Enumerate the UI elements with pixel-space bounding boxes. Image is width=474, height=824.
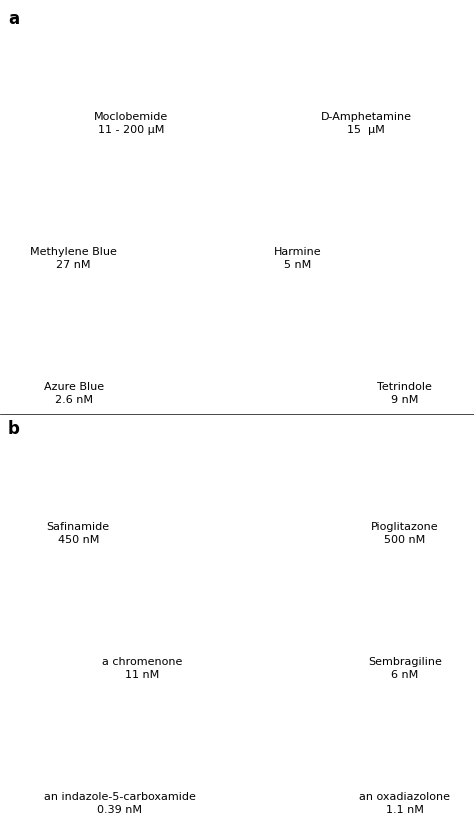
Text: Harmine: Harmine bbox=[273, 247, 321, 257]
Text: 5 nM: 5 nM bbox=[283, 260, 311, 270]
Text: Azure Blue: Azure Blue bbox=[44, 382, 104, 392]
Text: 11 - 200 μM: 11 - 200 μM bbox=[98, 125, 164, 135]
Text: 1.1 nM: 1.1 nM bbox=[386, 805, 424, 815]
Text: Moclobemide: Moclobemide bbox=[94, 112, 168, 122]
Text: 450 nM: 450 nM bbox=[58, 535, 99, 545]
Text: a: a bbox=[8, 10, 19, 28]
Text: 2.6 nM: 2.6 nM bbox=[55, 395, 93, 405]
Text: D-Amphetamine: D-Amphetamine bbox=[320, 112, 411, 122]
Text: 6 nM: 6 nM bbox=[391, 670, 419, 680]
Text: Pioglitazone: Pioglitazone bbox=[371, 522, 439, 532]
Text: 15  μM: 15 μM bbox=[347, 125, 385, 135]
Text: 9 nM: 9 nM bbox=[391, 395, 419, 405]
Text: 27 nM: 27 nM bbox=[56, 260, 91, 270]
Text: 0.39 nM: 0.39 nM bbox=[97, 805, 142, 815]
Text: b: b bbox=[8, 420, 20, 438]
Text: 500 nM: 500 nM bbox=[384, 535, 426, 545]
Text: Sembragiline: Sembragiline bbox=[368, 657, 442, 667]
Text: a chromenone: a chromenone bbox=[102, 657, 182, 667]
Text: an oxadiazolone: an oxadiazolone bbox=[359, 792, 450, 802]
Text: an indazole-5-carboxamide: an indazole-5-carboxamide bbox=[44, 792, 195, 802]
Text: Safinamide: Safinamide bbox=[47, 522, 110, 532]
Text: 11 nM: 11 nM bbox=[125, 670, 160, 680]
Text: Methylene Blue: Methylene Blue bbox=[30, 247, 117, 257]
Text: Tetrindole: Tetrindole bbox=[377, 382, 432, 392]
